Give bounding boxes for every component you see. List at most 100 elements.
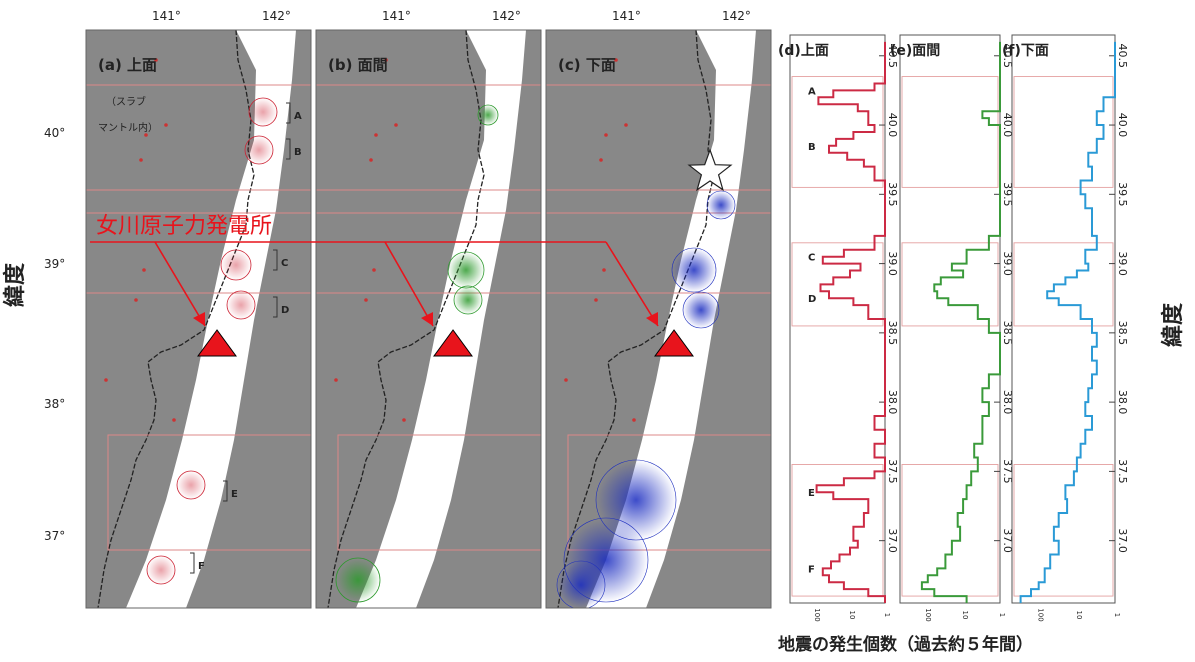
svg-text:緯度: 緯度 <box>1160 302 1186 347</box>
region-box <box>791 76 884 188</box>
lat-tick-label: 38.0 <box>1001 390 1014 415</box>
map-note-1: （スラブ <box>106 95 146 108</box>
map-panel-2 <box>546 30 771 608</box>
volcano-dot <box>144 133 148 137</box>
region-bracket <box>273 296 278 318</box>
seismicity-cluster <box>220 249 252 281</box>
region-label-C: C <box>281 258 288 269</box>
lat-tick-label: 37.5 <box>886 459 899 484</box>
lat-tick-label: 38.5 <box>1001 321 1014 346</box>
lat-tick-label: 40.5 <box>886 44 899 69</box>
lat-tick-label: 39.0 <box>1116 251 1129 276</box>
lon-tick-141-c: 141° <box>612 9 641 23</box>
volcano-dot <box>374 133 378 137</box>
region-box <box>337 434 541 551</box>
hist-region-label-F: F <box>808 564 815 575</box>
region-box <box>546 84 771 191</box>
region-box <box>86 212 311 294</box>
seismicity-cluster <box>682 291 720 329</box>
lon-tick-142-b: 142° <box>492 9 521 23</box>
arrow-to-map-a <box>154 241 206 327</box>
seismicity-cluster <box>447 251 485 289</box>
histogram-title-1: (e)面間 <box>890 43 940 59</box>
count-tick-label: 1 <box>1113 613 1121 617</box>
lat-tick-label: 40.5 <box>1001 44 1014 69</box>
plant-marker-a <box>197 329 237 357</box>
plant-marker-b <box>433 329 473 357</box>
plant-marker-c <box>654 329 694 357</box>
lat-tick-label: 37.5 <box>1001 459 1014 484</box>
hist-region-label-E: E <box>808 488 815 499</box>
count-tick-label: 100 <box>813 608 821 621</box>
volcano-dot <box>599 158 603 162</box>
lat-tick-label: 40.0 <box>886 113 899 138</box>
coastline-2 <box>557 30 715 608</box>
volcano-dot <box>172 418 176 422</box>
x-axis-label: 地震の発生個数（過去約５年間） <box>778 634 1033 655</box>
onagawa-annotation: 女川原子力発電所 <box>90 214 694 357</box>
volcano-dot <box>372 268 376 272</box>
arrow-to-map-c <box>605 241 659 327</box>
lon-tick-142-c: 142° <box>722 9 751 23</box>
region-bracket <box>190 552 195 574</box>
region-box <box>791 242 884 327</box>
slab-strip-1 <box>356 30 526 608</box>
region-box <box>1013 242 1114 327</box>
seismicity-cluster <box>335 557 381 603</box>
lat-tick-38: 38° <box>44 397 65 411</box>
hist-region-label-C: C <box>808 253 815 264</box>
map-lat-ticks: 40° 39° 38° 37° <box>44 126 65 543</box>
coastline-1 <box>327 30 485 608</box>
histogram-series-1 <box>920 41 1001 603</box>
seismicity-cluster <box>556 560 606 608</box>
histogram-panels: (d)上面 40.5 40.0 39.5 39.0 38.5 38.0 37.5 37.0 100… <box>778 34 1129 622</box>
hist-region-label-D: D <box>808 294 816 305</box>
hist-region-label-A: A <box>808 86 816 97</box>
histogram-panel-2: (f)下面 40.540.039.539.038.538.037.537.0100… <box>1002 34 1129 622</box>
histogram-panel-1: (e)面間 40.5 40.0 39.5 39.0 38.5 38.0 37.5 37.0 100… <box>890 34 1014 622</box>
count-tick-label: 10 <box>1075 611 1083 620</box>
lat-tick-label: 37.0 <box>886 528 899 553</box>
region-label-B: B <box>294 147 302 158</box>
volcano-dot <box>334 378 338 382</box>
seismicity-cluster <box>176 470 206 500</box>
volcano-dot <box>394 123 398 127</box>
lat-tick-label: 39.0 <box>886 251 899 276</box>
region-box <box>1013 464 1114 597</box>
seismicity-cluster <box>248 97 278 127</box>
lat-tick-label: 38.0 <box>886 390 899 415</box>
volcano-dot <box>134 298 138 302</box>
map-panel-0 <box>86 30 311 608</box>
epicenter-star-icon <box>687 148 733 192</box>
region-box <box>791 464 884 597</box>
histogram-series-2 <box>1019 41 1116 603</box>
y-axis-label-right: 緯度 <box>1160 302 1186 347</box>
region-box <box>316 84 541 191</box>
volcano-dot <box>384 58 388 62</box>
region-box <box>546 212 771 294</box>
hist-region-label-B: B <box>808 142 816 153</box>
region-box <box>1013 76 1114 188</box>
histogram-panel-0: (d)上面 40.5 40.0 39.5 39.0 38.5 38.0 37.5 37.0 100… <box>778 34 899 622</box>
lon-tick-142-a: 142° <box>262 9 291 23</box>
slab-strip-0 <box>126 30 296 608</box>
onagawa-label: 女川原子力発電所 <box>96 214 272 239</box>
seismicity-cluster <box>477 104 499 126</box>
region-box <box>86 84 311 191</box>
volcano-dot <box>564 378 568 382</box>
lat-tick-label: 40.0 <box>1001 113 1014 138</box>
volcano-dot <box>632 418 636 422</box>
lat-tick-label: 39.5 <box>886 182 899 207</box>
volcano-dot <box>154 58 158 62</box>
lat-tick-37: 37° <box>44 529 65 543</box>
volcano-dot <box>139 158 143 162</box>
region-label-A: A <box>294 111 302 122</box>
map-title-0: (a) 上面 <box>98 56 157 74</box>
arrowhead-b <box>421 312 433 326</box>
arrowhead-c <box>646 312 658 326</box>
histogram-frame-2 <box>1011 34 1116 604</box>
volcano-dot <box>604 133 608 137</box>
volcano-dot <box>104 378 108 382</box>
region-bracket <box>223 480 228 502</box>
